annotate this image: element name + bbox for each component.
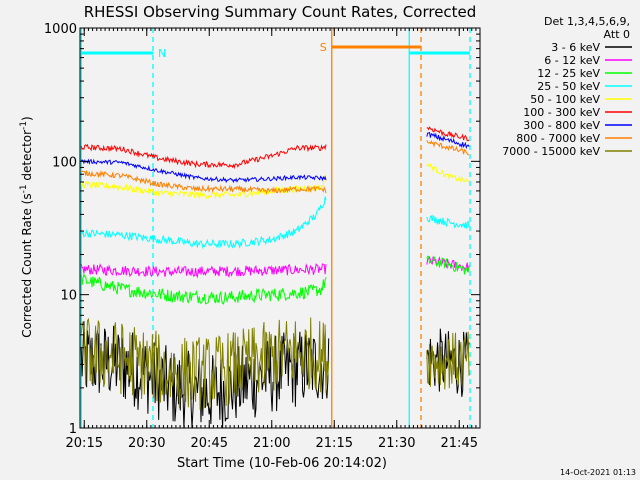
- coverage-label: N: [158, 47, 166, 60]
- coverage-label: S: [320, 41, 327, 54]
- x-tick-label: 21:00: [253, 436, 290, 451]
- series-line: [426, 331, 470, 390]
- legend-label: 800 - 7000 keV: [516, 132, 600, 145]
- x-tick-label: 21:15: [316, 436, 353, 451]
- x-axis: 20:15 20:30 20:45 21:00 21:15 21:30 21:45: [66, 28, 478, 451]
- y-axis-title-mid: detector: [20, 130, 34, 185]
- x-tick-label: 20:15: [66, 436, 103, 451]
- series-line: [426, 162, 470, 183]
- legend-label: 50 - 100 keV: [530, 93, 600, 106]
- series-line: [80, 173, 327, 200]
- y-axis-title-end: ): [20, 116, 34, 121]
- series-line: [80, 196, 327, 250]
- series-line: [80, 317, 330, 410]
- series-line: [80, 272, 327, 305]
- legend-label: 3 - 6 keV: [551, 41, 600, 54]
- series-line: [426, 139, 469, 156]
- y-axis-title: Corrected Count Rate (s-1 detector-1): [19, 116, 34, 337]
- legend-header-line-1: Det 1,3,4,5,6,9,: [544, 15, 630, 28]
- x-tick-label: 20:30: [128, 436, 165, 451]
- series-line: [426, 131, 470, 150]
- legend-label: 25 - 50 keV: [537, 80, 600, 93]
- series-line: [426, 126, 470, 142]
- x-tick-label: 21:45: [441, 436, 478, 451]
- series-line: [426, 255, 470, 275]
- legend-header-line-2: Att 0: [604, 28, 630, 41]
- series-line: [81, 169, 327, 196]
- legend-label: 12 - 25 keV: [537, 67, 600, 80]
- series-line: [80, 158, 327, 184]
- legend-label: 100 - 300 keV: [523, 106, 600, 119]
- series-line: [80, 263, 327, 279]
- y-tick-label: 10: [60, 289, 77, 304]
- legend-label: 6 - 12 keV: [544, 54, 600, 67]
- legend-label: 7000 - 15000 keV: [502, 145, 600, 158]
- y-axis-title-sup2: -1: [19, 121, 29, 130]
- y-axis-title-main: Corrected Count Rate (s: [20, 193, 34, 337]
- series-lines: [80, 126, 470, 429]
- series-line: [426, 214, 470, 229]
- legend-label: 300 - 800 keV: [523, 119, 600, 132]
- x-tick-label: 21:30: [378, 436, 415, 451]
- series-line: [80, 143, 327, 170]
- x-tick-label: 20:45: [191, 436, 228, 451]
- y-tick-label: 1: [69, 422, 77, 437]
- y-axis: 1 10 100 1000: [44, 22, 480, 437]
- x-axis-title: Start Time (10-Feb-06 20:14:02): [177, 456, 387, 471]
- chart-title: RHESSI Observing Summary Count Rates, Co…: [84, 3, 477, 21]
- y-axis-title-sup1: -1: [19, 184, 29, 193]
- y-tick-label: 1000: [44, 22, 77, 37]
- y-tick-label: 100: [52, 155, 77, 170]
- footer-timestamp: 14-Oct-2021 01:13: [560, 468, 636, 477]
